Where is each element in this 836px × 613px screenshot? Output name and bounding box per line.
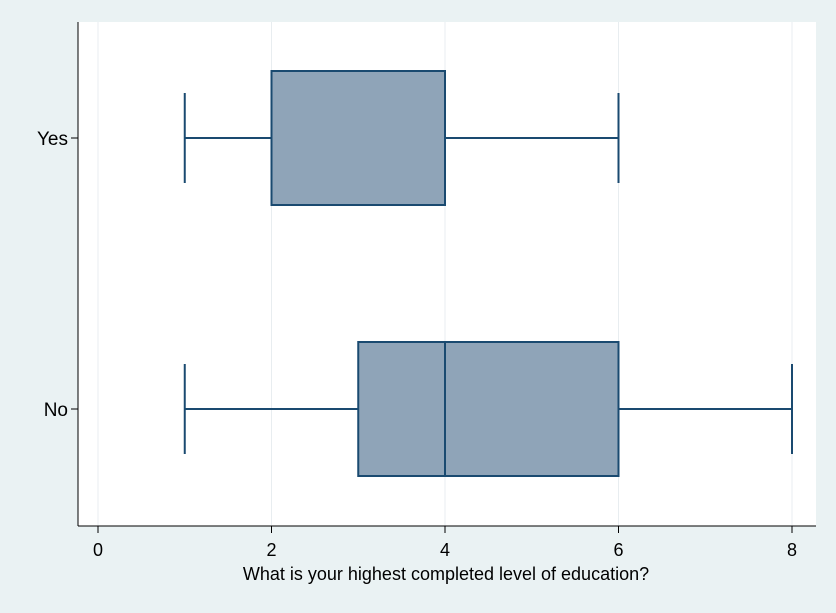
x-tick-label: 2: [266, 540, 276, 560]
x-tick-label: 6: [613, 540, 623, 560]
iqr-box: [357, 341, 620, 477]
x-tick-label: 8: [787, 540, 797, 560]
x-axis-label: What is your highest completed level of …: [243, 564, 649, 584]
iqr-box: [270, 70, 446, 206]
y-ticks: Yes No: [37, 129, 78, 421]
x-tick-label: 4: [440, 540, 450, 560]
x-ticks: 0 2 4 6 8: [93, 526, 797, 560]
box-yes: [183, 70, 620, 206]
y-tick-label: No: [44, 400, 68, 421]
box-no: [183, 341, 793, 477]
x-tick-label: 0: [93, 540, 103, 560]
boxes-layer: [183, 70, 793, 477]
y-tick-label: Yes: [37, 129, 68, 150]
